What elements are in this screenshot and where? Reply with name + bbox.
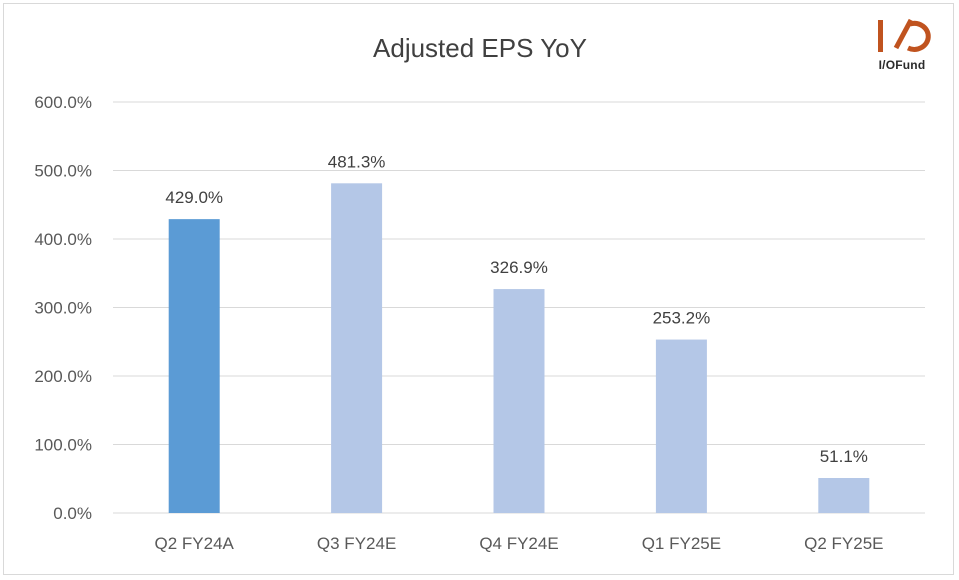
y-tick-label: 600.0% xyxy=(34,93,92,112)
bar xyxy=(655,339,707,513)
data-label: 429.0% xyxy=(165,188,223,207)
logo-text: I/OFund xyxy=(878,58,926,72)
data-label: 253.2% xyxy=(653,309,711,328)
io-fund-logo-icon xyxy=(878,18,931,52)
bar xyxy=(493,289,545,513)
bar xyxy=(331,183,383,513)
chart-title: Adjusted EPS YoY xyxy=(373,33,587,63)
y-tick-label: 300.0% xyxy=(34,299,92,318)
bar xyxy=(168,219,220,513)
y-tick-label: 500.0% xyxy=(34,162,92,181)
x-axis-tick-labels: Q2 FY24A Q3 FY24E Q4 FY24E Q1 FY25E Q2 FY25E xyxy=(155,534,884,553)
gridlines xyxy=(113,101,925,514)
y-tick-label: 200.0% xyxy=(34,367,92,386)
y-tick-label: 100.0% xyxy=(34,436,92,455)
chart-frame xyxy=(3,3,954,575)
y-tick-label: 400.0% xyxy=(34,230,92,249)
x-tick-label: Q1 FY25E xyxy=(642,534,721,553)
bar xyxy=(818,477,870,513)
x-tick-label: Q3 FY24E xyxy=(317,534,396,553)
bars xyxy=(168,183,870,513)
io-fund-logo: I/OFund xyxy=(866,14,938,76)
data-labels: 429.0% 481.3% 326.9% 253.2% 51.1% xyxy=(165,152,868,466)
x-tick-label: Q2 FY24A xyxy=(155,534,235,553)
x-tick-label: Q2 FY25E xyxy=(804,534,883,553)
x-tick-label: Q4 FY24E xyxy=(479,534,558,553)
data-label: 481.3% xyxy=(328,152,386,171)
data-label: 326.9% xyxy=(490,258,548,277)
y-axis-tick-labels: 0.0% 100.0% 200.0% 300.0% 400.0% 500.0% 600.0% xyxy=(34,93,92,523)
data-label: 51.1% xyxy=(820,447,868,466)
y-tick-label: 0.0% xyxy=(53,504,92,523)
